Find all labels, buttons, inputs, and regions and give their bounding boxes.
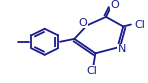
Text: O: O xyxy=(79,18,87,28)
Text: Cl: Cl xyxy=(134,20,145,30)
Text: N: N xyxy=(118,44,126,54)
Text: Cl: Cl xyxy=(86,66,97,76)
Text: O: O xyxy=(110,0,119,10)
